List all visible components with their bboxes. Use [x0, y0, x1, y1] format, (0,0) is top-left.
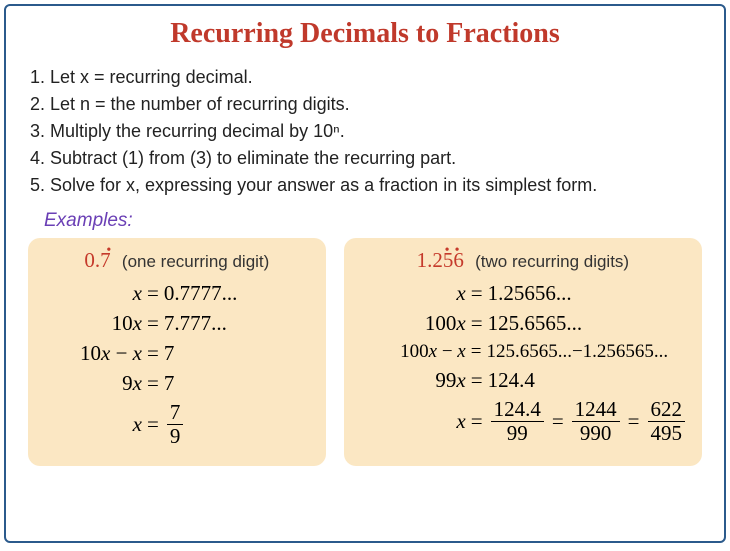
fraction: 1244990	[572, 398, 620, 443]
equals-sign: =	[471, 409, 483, 434]
page-title: Recurring Decimals to Fractions	[24, 18, 706, 50]
rhs: 125.6565...−1.256565...	[486, 341, 668, 363]
numerator: 7	[167, 401, 184, 424]
example-2-work: x=1.25656... 100x=125.6565... 100x − x=1…	[358, 281, 688, 443]
equals-sign: =	[147, 412, 159, 437]
lhs: 10x	[112, 311, 142, 335]
example-1-decimal: 0.7 •	[84, 248, 110, 273]
numerator: 124.4	[491, 398, 544, 421]
example-1-note: (one recurring digit)	[122, 252, 269, 271]
equals-sign: =	[471, 368, 483, 393]
equals-sign: =	[147, 341, 159, 366]
math-line: x=1.25656...	[358, 281, 688, 306]
math-line: 99x=124.4	[358, 368, 688, 393]
math-line: 9x=7	[42, 371, 312, 396]
rhs: 7.777...	[164, 311, 227, 336]
example-1-work: x=0.7777... 10x=7.777... 10x − x=7 9x=7 …	[42, 281, 312, 446]
lhs: x	[133, 281, 142, 305]
recurring-dot-icon: •	[455, 244, 460, 258]
equals-sign: =	[147, 311, 159, 336]
equals-sign: =	[147, 371, 159, 396]
step-4: 4. Subtract (1) from (3) to eliminate th…	[30, 145, 706, 171]
rhs: 1.25656...	[488, 281, 572, 306]
fraction: 622495	[648, 398, 686, 443]
example-2-panel: 1.256 • • (two recurring digits) x=1.256…	[344, 238, 702, 465]
lhs: x	[133, 412, 142, 436]
rhs: 125.6565...	[488, 311, 583, 336]
denominator: 495	[648, 422, 686, 444]
denominator: 99	[504, 422, 531, 444]
example-2-note: (two recurring digits)	[475, 252, 629, 271]
example-2-header: 1.256 • • (two recurring digits)	[358, 248, 688, 273]
fraction: 124.499	[491, 398, 544, 443]
lhs: 100x	[425, 311, 466, 335]
lhs: 9x	[122, 371, 142, 395]
math-line: 10x=7.777...	[42, 311, 312, 336]
math-line: x= 79	[42, 401, 312, 446]
rhs: 124.4	[488, 368, 535, 393]
example-1-header: 0.7 • (one recurring digit)	[42, 248, 312, 273]
denominator: 990	[577, 422, 615, 444]
examples-label: Examples:	[44, 210, 706, 232]
lhs: 100x − x	[400, 341, 466, 362]
lhs: 10x − x	[80, 341, 142, 365]
rhs: 0.7777...	[164, 281, 238, 306]
step-5: 5. Solve for x, expressing your answer a…	[30, 172, 706, 198]
content-frame: Recurring Decimals to Fractions 1. Let x…	[4, 4, 726, 543]
fraction: 79	[167, 401, 184, 446]
lhs: x	[456, 281, 465, 305]
step-3: 3. Multiply the recurring decimal by 10ⁿ…	[30, 118, 706, 144]
step-2: 2. Let n = the number of recurring digit…	[30, 91, 706, 117]
math-line: 100x=125.6565...	[358, 311, 688, 336]
example-1-panel: 0.7 • (one recurring digit) x=0.7777... …	[28, 238, 326, 465]
equals-sign: =	[147, 281, 159, 306]
equals-sign: =	[471, 281, 483, 306]
numerator: 1244	[572, 398, 620, 421]
step-1: 1. Let x = recurring decimal.	[30, 64, 706, 90]
recurring-dot-icon: •	[445, 244, 450, 258]
steps-list: 1. Let x = recurring decimal. 2. Let n =…	[30, 64, 706, 198]
rhs: 7	[164, 341, 175, 366]
equals-sign: =	[471, 341, 482, 363]
example-2-decimal: 1.256 • •	[417, 248, 464, 273]
math-line: 10x − x=7	[42, 341, 312, 366]
rhs: 7	[164, 371, 175, 396]
examples-panels: 0.7 • (one recurring digit) x=0.7777... …	[24, 238, 706, 465]
math-line: x= 124.499 = 1244990 = 622495	[358, 398, 688, 443]
numerator: 622	[648, 398, 686, 421]
lhs: x	[456, 409, 465, 433]
math-line: x=0.7777...	[42, 281, 312, 306]
equals-sign: =	[471, 311, 483, 336]
equals-sign: =	[552, 409, 564, 434]
equals-sign: =	[628, 409, 640, 434]
recurring-dot-icon: •	[106, 244, 111, 258]
denominator: 9	[167, 425, 184, 447]
lhs: 99x	[435, 368, 465, 392]
math-line: 100x − x=125.6565...−1.256565...	[358, 341, 688, 363]
